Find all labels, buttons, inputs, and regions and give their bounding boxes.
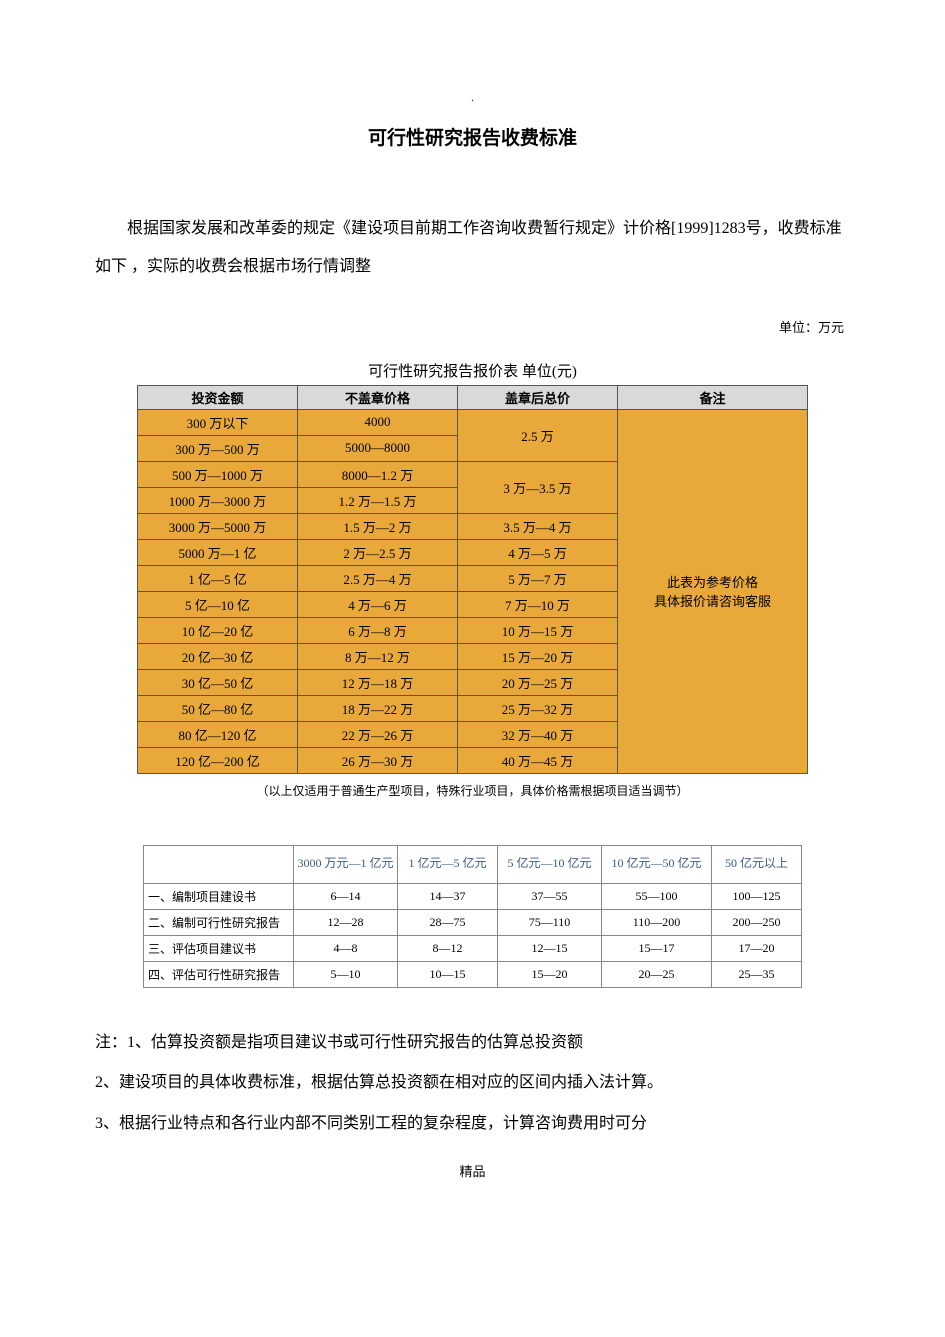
- table2-cell: 17—20: [712, 935, 802, 961]
- table2-cell: 28—75: [398, 909, 498, 935]
- table1-cell-price1: 22 万—26 万: [298, 721, 458, 747]
- table1-cell-amount: 30 亿—50 亿: [138, 669, 298, 695]
- table1-cell-price2: 10 万—15 万: [458, 617, 618, 643]
- table1-footnote: （以上仅适用于普通生产型项目，特殊行业项目，具体价格需根据项目适当调节）: [95, 782, 850, 799]
- table2-cell: 55—100: [602, 883, 712, 909]
- table1-cell-price1: 12 万—18 万: [298, 669, 458, 695]
- table1-cell-price1: 1.5 万—2 万: [298, 513, 458, 539]
- table2-cell: 10—15: [398, 961, 498, 987]
- table1-cell-amount: 300 万—500 万: [138, 435, 298, 461]
- table2-cell: 4—8: [294, 935, 398, 961]
- table1-cell-amount: 500 万—1000 万: [138, 461, 298, 487]
- table2-cell: 25—35: [712, 961, 802, 987]
- table1-header-cell: 不盖章价格: [298, 385, 458, 409]
- table2-cell: 110—200: [602, 909, 712, 935]
- table2-cell: 20—25: [602, 961, 712, 987]
- table2-cell: 14—37: [398, 883, 498, 909]
- table1-cell-price2: 20 万—25 万: [458, 669, 618, 695]
- table1-cell-price2: 4 万—5 万: [458, 539, 618, 565]
- table1-cell-price1: 4000: [298, 409, 458, 435]
- note-2: 2、建设项目的具体收费标准，根据估算总投资额在相对应的区间内插入法计算。: [95, 1064, 850, 1102]
- table1-cell-price2: 32 万—40 万: [458, 721, 618, 747]
- table1-header-cell: 盖章后总价: [458, 385, 618, 409]
- table1-cell-price2: 25 万—32 万: [458, 695, 618, 721]
- note-3: 3、根据行业特点和各行业内部不同类别工程的复杂程度，计算咨询费用时可分: [95, 1105, 850, 1143]
- price-table-1: 投资金额不盖章价格盖章后总价备注 300 万以下40002.5 万此表为参考价格具…: [137, 385, 808, 774]
- table2-header-cell: 1 亿元—5 亿元: [398, 845, 498, 883]
- table2-cell: 6—14: [294, 883, 398, 909]
- table1-cell-price1: 8 万—12 万: [298, 643, 458, 669]
- table1-cell-amount: 5000 万—1 亿: [138, 539, 298, 565]
- table1-cell-amount: 5 亿—10 亿: [138, 591, 298, 617]
- table1-cell-price1: 2.5 万—4 万: [298, 565, 458, 591]
- table1-cell-price1: 1.2 万—1.5 万: [298, 487, 458, 513]
- table1-cell-price2: 40 万—45 万: [458, 747, 618, 773]
- table2-cell: 100—125: [712, 883, 802, 909]
- table1-cell-amount: 80 亿—120 亿: [138, 721, 298, 747]
- table2-row-label: 四、评估可行性研究报告: [144, 961, 294, 987]
- notes-block: 注：1、估算投资额是指项目建议书或可行性研究报告的估算总投资额 2、建设项目的具…: [95, 1024, 850, 1143]
- table2-header-cell: 10 亿元—50 亿元: [602, 845, 712, 883]
- table1-cell-price1: 8000—1.2 万: [298, 461, 458, 487]
- table1-header-cell: 投资金额: [138, 385, 298, 409]
- note-1: 注：1、估算投资额是指项目建议书或可行性研究报告的估算总投资额: [95, 1024, 850, 1062]
- table1-cell-amount: 1 亿—5 亿: [138, 565, 298, 591]
- table1-remark-cell: 此表为参考价格具体报价请咨询客服: [618, 409, 808, 773]
- table2-row-label: 二、编制可行性研究报告: [144, 909, 294, 935]
- table2-cell: 5—10: [294, 961, 398, 987]
- bottom-mark: 精品: [95, 1161, 850, 1180]
- table2-header-blank: [144, 845, 294, 883]
- table1-cell-price2: 3.5 万—4 万: [458, 513, 618, 539]
- table2-cell: 37—55: [498, 883, 602, 909]
- table1-cell-amount: 300 万以下: [138, 409, 298, 435]
- table2-row-label: 三、评估项目建议书: [144, 935, 294, 961]
- table1-cell-amount: 3000 万—5000 万: [138, 513, 298, 539]
- table1-cell-price2: 5 万—7 万: [458, 565, 618, 591]
- table2-cell: 12—28: [294, 909, 398, 935]
- table1-cell-price1: 26 万—30 万: [298, 747, 458, 773]
- table1-cell-price1: 4 万—6 万: [298, 591, 458, 617]
- price-table-2: 3000 万元—1 亿元1 亿元—5 亿元5 亿元—10 亿元10 亿元—50 …: [143, 845, 802, 988]
- table2-header-cell: 50 亿元以上: [712, 845, 802, 883]
- table2-cell: 8—12: [398, 935, 498, 961]
- table1-cell-amount: 20 亿—30 亿: [138, 643, 298, 669]
- table2-cell: 15—17: [602, 935, 712, 961]
- table1-cell-price1: 6 万—8 万: [298, 617, 458, 643]
- intro-paragraph: 根据国家发展和改革委的规定《建设项目前期工作咨询收费暂行规定》计价格[1999]…: [95, 210, 850, 287]
- table2-row-label: 一、编制项目建设书: [144, 883, 294, 909]
- table1-cell-price1: 18 万—22 万: [298, 695, 458, 721]
- table1-cell-price1: 5000—8000: [298, 435, 458, 461]
- table2-header-cell: 5 亿元—10 亿元: [498, 845, 602, 883]
- page-title: 可行性研究报告收费标准: [95, 123, 850, 150]
- table2-cell: 200—250: [712, 909, 802, 935]
- table1-cell-price2: 7 万—10 万: [458, 591, 618, 617]
- table1-cell-price2: 15 万—20 万: [458, 643, 618, 669]
- table1-header-cell: 备注: [618, 385, 808, 409]
- table1-cell-amount: 120 亿—200 亿: [138, 747, 298, 773]
- table1-cell-price2: 2.5 万: [458, 409, 618, 461]
- table1-cell-amount: 50 亿—80 亿: [138, 695, 298, 721]
- table1-cell-price1: 2 万—2.5 万: [298, 539, 458, 565]
- table1-cell-amount: 10 亿—20 亿: [138, 617, 298, 643]
- table1-cell-amount: 1000 万—3000 万: [138, 487, 298, 513]
- table2-cell: 75—110: [498, 909, 602, 935]
- table1-title: 可行性研究报告报价表 单位(元): [95, 360, 850, 381]
- table2-cell: 15—20: [498, 961, 602, 987]
- unit-line: 单位：万元: [95, 317, 850, 336]
- top-dot: .: [95, 90, 850, 105]
- table2-cell: 12—15: [498, 935, 602, 961]
- table2-header-cell: 3000 万元—1 亿元: [294, 845, 398, 883]
- table1-cell-price2: 3 万—3.5 万: [458, 461, 618, 513]
